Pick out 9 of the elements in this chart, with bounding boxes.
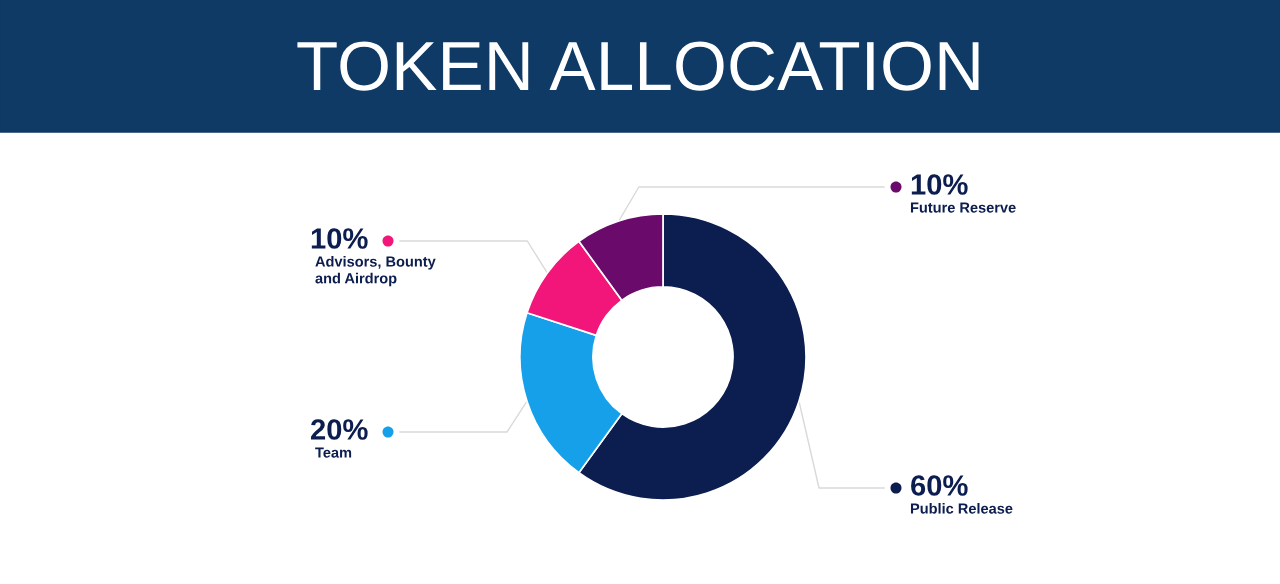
data-label: 20% xyxy=(311,419,368,440)
legend-label: Advisors, Bounty and Airdrop xyxy=(315,256,436,287)
chart-title: TOKEN ALLOCATION xyxy=(297,41,979,91)
data-label: 10% xyxy=(911,174,968,195)
slice-label: Team xyxy=(315,447,352,458)
slice-label: Public Release xyxy=(910,503,1013,514)
slice-label: Future Reserve xyxy=(910,202,1016,213)
data-label: 10% xyxy=(311,228,368,249)
data-label: 60% xyxy=(911,475,968,496)
